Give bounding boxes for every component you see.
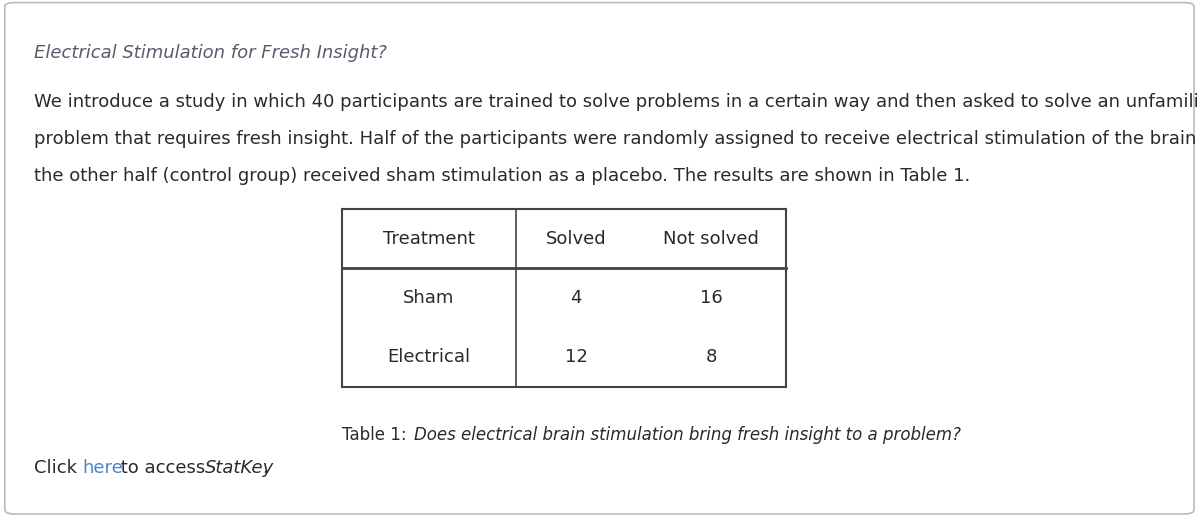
Text: Treatment: Treatment	[383, 230, 475, 248]
Text: to access: to access	[115, 459, 211, 477]
Text: problem that requires fresh insight. Half of the participants were randomly assi: problem that requires fresh insight. Hal…	[34, 130, 1200, 148]
Text: We introduce a study in which 40 participants are trained to solve problems in a: We introduce a study in which 40 partici…	[34, 93, 1200, 111]
Text: Electrical: Electrical	[388, 348, 470, 366]
FancyBboxPatch shape	[5, 3, 1194, 514]
Text: here: here	[83, 459, 124, 477]
Text: Not solved: Not solved	[664, 230, 758, 248]
Text: 16: 16	[700, 289, 722, 307]
Text: Electrical Stimulation for Fresh Insight?: Electrical Stimulation for Fresh Insight…	[34, 44, 386, 62]
Text: Click: Click	[34, 459, 83, 477]
Text: Solved: Solved	[546, 230, 606, 248]
Text: 4: 4	[570, 289, 582, 307]
Text: 12: 12	[564, 348, 588, 366]
Text: Table 1:: Table 1:	[342, 426, 412, 444]
Text: .: .	[262, 459, 268, 477]
Text: StatKey: StatKey	[205, 459, 275, 477]
Text: Does electrical brain stimulation bring fresh insight to a problem?: Does electrical brain stimulation bring …	[414, 426, 961, 444]
Text: 8: 8	[706, 348, 716, 366]
Text: Sham: Sham	[403, 289, 455, 307]
Text: the other half (control group) received sham stimulation as a placebo. The resul: the other half (control group) received …	[34, 167, 970, 185]
